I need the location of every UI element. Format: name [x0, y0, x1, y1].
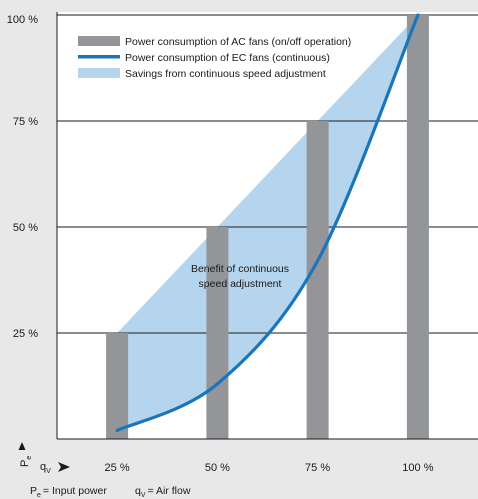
legend-label-ec: Power consumption of EC fans (continuous… [125, 52, 330, 64]
x-axis-symbol: qV [40, 461, 51, 475]
x-tick-label: 50 % [205, 462, 230, 474]
footnote-air-flow: qV = Air flow [135, 485, 191, 499]
ac-fan-bars [106, 15, 429, 439]
legend-swatch-ec [78, 55, 120, 59]
x-axis-label: qV [40, 461, 70, 475]
legend-label-ac: Power consumption of AC fans (on/off ope… [125, 36, 351, 48]
y-tick-label: 100 % [7, 14, 38, 26]
up-arrow-icon [18, 442, 26, 450]
footnote: Pe = Input power qV = Air flow [30, 485, 191, 499]
y-tick-label: 50 % [13, 222, 38, 234]
legend-swatch-ac [78, 36, 120, 46]
savings-area [117, 15, 418, 431]
footnote-input-power: Pe = Input power [30, 485, 107, 499]
ec-fan-curve [115, 13, 420, 433]
x-tick-label: 25 % [105, 462, 130, 474]
x-tick-label: 75 % [305, 462, 330, 474]
legend-swatch-savings [78, 68, 120, 78]
y-tick-label: 75 % [13, 116, 38, 128]
ac-fan-bar [206, 227, 229, 439]
legend-label-savings: Savings from continuous speed adjustment [125, 68, 326, 80]
legend: Power consumption of AC fans (on/off ope… [78, 36, 351, 80]
ac-fan-bar [106, 333, 129, 439]
ac-fan-bar [306, 121, 329, 439]
x-tick-labels: 25 % 50 % 75 % 100 % [105, 462, 434, 474]
y-tick-label: 25 % [13, 328, 38, 340]
annotation-line-2: speed adjustment [199, 278, 282, 290]
x-tick-label: 100 % [402, 462, 433, 474]
annotation-line-1: Benefit of continuous [191, 263, 289, 275]
ac-fan-bar [406, 15, 429, 439]
right-arrow-icon [58, 462, 70, 472]
y-tick-labels: 25 % 50 % 75 % 100 % [7, 14, 38, 340]
y-axis-symbol: Pe [19, 456, 33, 467]
y-axis-label: Pe [18, 442, 33, 467]
